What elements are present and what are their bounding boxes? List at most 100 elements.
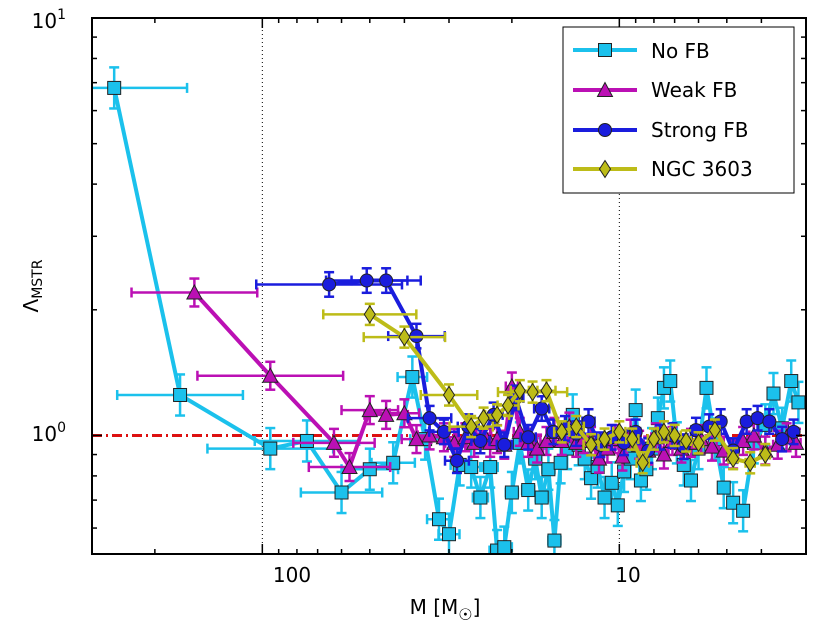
point-strong-fb-2 [379,273,394,288]
point-strong-fb-32 [762,414,777,429]
point-no-fb-57 [791,395,806,410]
legend-label-weak-fb: Weak FB [651,78,737,102]
point-weak-fb-1 [261,367,279,383]
point-ngc-3603-8 [526,382,539,402]
gridlines [261,18,620,554]
series-ngc-3603 [322,302,772,475]
point-no-fb-9 [431,512,446,527]
point-weak-fb-7 [408,430,425,447]
point-no-fb-47 [699,380,714,395]
point-no-fb-49 [716,480,731,495]
series-group [92,66,806,554]
point-ngc-3603-19 [668,426,681,445]
y-tick-label-10-pow-0: 100 [32,420,66,446]
point-strong-fb-33 [775,432,790,447]
point-weak-fb-41 [703,438,721,454]
point-no-fb-36 [628,403,643,418]
legend-marker-ngc-3603 [598,159,612,179]
point-no-fb-45 [683,473,698,488]
point-ngc-3603-6 [501,396,515,415]
point-no-fb-2 [263,441,278,456]
series-no-fb [92,66,806,554]
point-weak-fb-36 [655,445,673,462]
legend-marker-weak-fb [596,81,614,97]
point-weak-fb-49 [787,434,805,450]
point-ngc-3603-15 [626,429,639,449]
point-weak-fb-3 [341,458,358,475]
point-no-fb-10 [442,527,456,542]
point-strong-fb-31 [750,411,765,426]
point-ngc-3603-7 [513,381,526,401]
legend-marker-no-fb [598,43,612,57]
point-no-fb-33 [610,498,625,513]
point-no-fb-14 [483,460,498,475]
point-no-fb-0 [107,80,122,95]
point-strong-fb-1 [359,273,374,288]
point-ngc-3603-21 [692,433,705,453]
point-ngc-3603-23 [727,449,740,469]
point-weak-fb-0 [186,283,203,300]
point-no-fb-54 [766,386,781,401]
point-no-fb-19 [521,483,536,498]
point-ngc-3603-24 [744,453,757,473]
point-no-fb-21 [534,490,549,505]
point-ngc-3603-14 [613,422,626,442]
point-strong-fb-34 [786,424,801,439]
legend-handles [573,43,637,179]
y-axis-label: ΛMSTR [19,259,46,312]
point-no-fb-51 [736,503,751,518]
point-weak-fb-20 [528,440,546,456]
point-strong-fb-6 [449,453,464,468]
y-tick-label-10-pow-1: 101 [32,7,66,33]
point-no-fb-44 [676,457,691,472]
legend-label-no-fb: No FB [651,39,710,63]
point-ngc-3603-13 [598,429,611,449]
point-no-fb-5 [362,462,377,477]
point-no-fb-56 [784,374,799,389]
point-ngc-3603-12 [584,435,598,455]
point-ngc-3603-20 [680,431,693,451]
point-strong-fb-8 [473,433,488,448]
point-ngc-3603-17 [647,429,661,449]
point-strong-fb-12 [521,430,536,445]
point-no-fb-42 [663,374,678,389]
legend-label-strong-fb: Strong FB [651,118,749,142]
point-ngc-3603-10 [555,422,568,442]
legend-marker-strong-fb [598,123,612,137]
point-ngc-3603-9 [540,381,553,401]
point-ngc-3603-4 [477,408,490,428]
point-ngc-3603-25 [759,445,772,464]
point-strong-fb-5 [436,424,451,439]
point-ngc-3603-22 [708,420,721,440]
legend: No FB Weak FB Strong FB NGC 3603 [562,26,795,194]
axes-frame [91,17,807,555]
point-weak-fb-2 [325,434,343,450]
point-ngc-3603-2 [442,385,456,405]
point-no-fb-23 [547,533,562,548]
point-ngc-3603-11 [570,417,583,437]
point-no-fb-24 [553,455,568,470]
x-tick-label-10: 10 [615,563,640,587]
point-strong-fb-4 [422,411,437,426]
point-ngc-3603-16 [636,453,649,473]
point-strong-fb-17 [581,414,596,429]
point-no-fb-7 [405,370,420,385]
point-no-fb-31 [597,490,612,505]
point-no-fb-3 [299,433,314,448]
point-ngc-3603-0 [363,304,376,324]
point-no-fb-12 [464,460,479,475]
point-weak-fb-4 [361,401,379,418]
point-strong-fb-0 [322,277,337,292]
point-no-fb-22 [541,462,556,477]
point-no-fb-1 [173,387,188,402]
point-no-fb-32 [604,475,619,490]
point-ngc-3603-18 [657,422,671,442]
point-no-fb-13 [473,490,488,505]
point-no-fb-4 [334,485,349,500]
x-axis-label: M [M☉] [410,595,481,623]
point-weak-fb-5 [377,406,395,422]
point-ngc-3603-3 [465,417,478,437]
point-ngc-3603-5 [490,405,504,425]
x-tick-label-100: 100 [273,563,311,587]
